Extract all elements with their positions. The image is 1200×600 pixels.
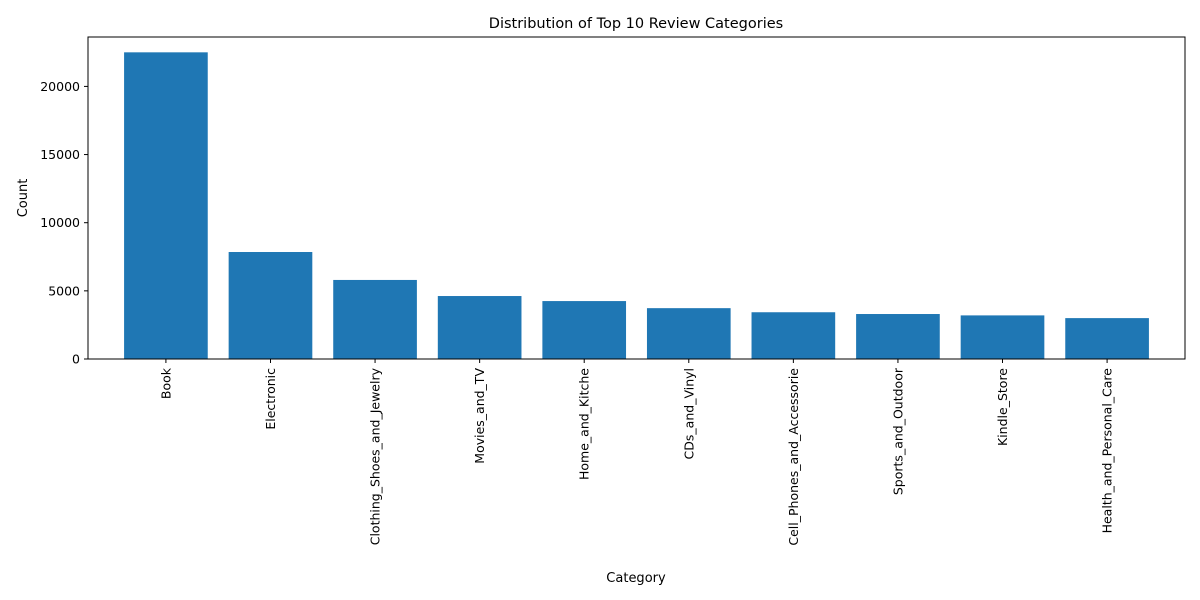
y-axis-label: Count (16, 179, 31, 218)
y-tick-label: 0 (72, 352, 80, 367)
chart-title: Distribution of Top 10 Review Categories (489, 16, 783, 32)
y-tick-label: 15000 (40, 147, 80, 162)
bar-cell-phones-and-accessorie (751, 312, 836, 359)
x-tick-label-health-and-personal-care: Health_and_Personal_Care (1100, 368, 1115, 534)
bar-movies-and-tv (437, 296, 522, 359)
x-tick-label-clothing-shoes-and-jewelry: Clothing_Shoes_and_Jewelry (368, 367, 383, 545)
bar-electronic (228, 252, 313, 359)
y-tick-label: 10000 (40, 215, 80, 230)
x-tick-label-cds-and-vinyl: CDs_and_Vinyl (681, 368, 696, 459)
x-tick-label-home-and-kitche: Home_and_Kitche (577, 368, 592, 480)
bars-layer (124, 52, 1149, 359)
x-tick-label-electronic: Electronic (263, 368, 278, 430)
bar-book (124, 52, 208, 359)
bar-cds-and-vinyl (646, 308, 731, 359)
x-tick-label-book: Book (158, 367, 173, 399)
x-tick-label-kindle-store: Kindle_Store (995, 368, 1010, 446)
x-tick-label-cell-phones-and-accessorie: Cell_Phones_and_Accessorie (786, 368, 801, 546)
plot-frame (87, 36, 1186, 360)
bar-home-and-kitche (542, 301, 627, 359)
y-tick-label: 20000 (40, 79, 80, 94)
y-tick-label: 5000 (48, 283, 80, 298)
x-axis-ticks: Book Electronic Clothing_Shoes_and_Jewelry… (158, 359, 1115, 546)
x-tick-label-sports-and-outdoor: Sports_and_Outdoor (890, 367, 905, 495)
y-axis-ticks: 0 5000 10000 15000 20000 (40, 79, 88, 367)
bar-kindle-store (960, 315, 1045, 359)
x-tick-label-movies-and-tv: Movies_and_TV (472, 368, 487, 464)
bar-sports-and-outdoor (856, 314, 940, 359)
bar-clothing-shoes-and-jewelry (333, 279, 417, 359)
bar-health-and-personal-care (1065, 318, 1149, 359)
x-axis-label: Category (606, 571, 666, 586)
